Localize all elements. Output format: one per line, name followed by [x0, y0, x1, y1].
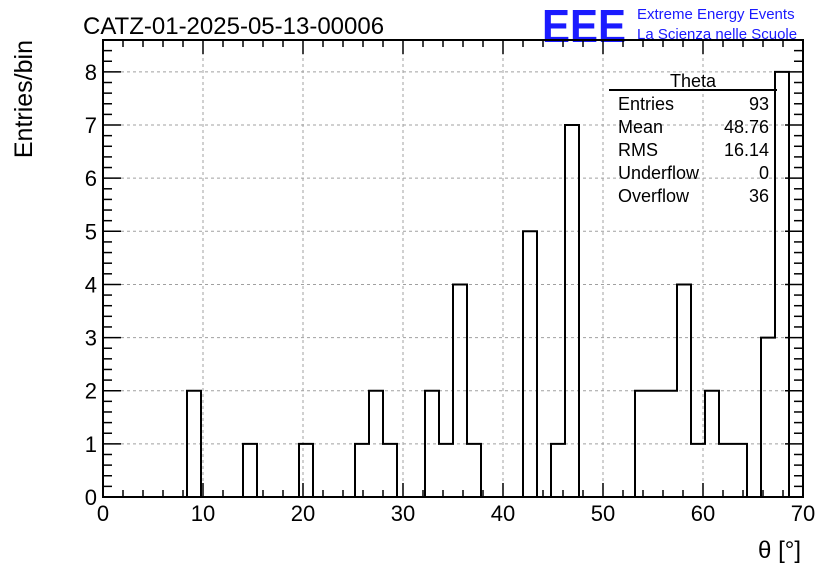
y-tick-label: 3: [85, 326, 97, 351]
brand-line-1: Extreme Energy Events: [637, 6, 795, 23]
stats-label: Overflow: [618, 186, 690, 206]
stats-label: Mean: [618, 117, 663, 137]
plot-frame: [102, 39, 804, 498]
stats-label: RMS: [618, 140, 658, 160]
x-tick-label: 0: [97, 501, 109, 526]
y-tick-label: 8: [85, 60, 97, 85]
stats-value: 16.14: [724, 140, 769, 160]
x-tick-label: 60: [691, 501, 715, 526]
y-tick-label: 4: [85, 272, 97, 297]
y-axis-label: Entries/bin: [10, 40, 38, 158]
tick-labels: 0 10 20 30 40 50 60 70 0 1 2 3 4 5 6 7 8: [85, 60, 815, 526]
y-tick-label: 6: [85, 166, 97, 191]
grid-lines: [103, 40, 803, 497]
y-tick-label: 5: [85, 219, 97, 244]
stats-label: Entries: [618, 94, 674, 114]
brand-line-2: La Scienza nelle Scuole: [637, 26, 797, 43]
stats-box: Theta Entries 93 Mean 48.76 RMS 16.14 Underflo…: [609, 71, 777, 206]
x-axis-label: θ [°]: [758, 537, 801, 564]
x-tick-label: 20: [291, 501, 315, 526]
x-tick-label: 30: [391, 501, 415, 526]
y-tick-label: 7: [85, 113, 97, 138]
eee-logo: EEE: [542, 0, 626, 52]
stats-value: 93: [749, 94, 769, 114]
stats-value: 36: [749, 186, 769, 206]
stats-value: 0: [759, 163, 769, 183]
y-tick-label: 0: [85, 485, 97, 510]
stats-value: 48.76: [724, 117, 769, 137]
x-tick-label: 70: [791, 501, 815, 526]
histogram-line: [103, 70, 803, 498]
stats-title: Theta: [670, 71, 717, 91]
stats-label: Underflow: [618, 163, 700, 183]
chart-title: CATZ-01-2025-05-13-00006: [83, 13, 384, 40]
y-tick-label: 2: [85, 379, 97, 404]
x-tick-label: 10: [191, 501, 215, 526]
x-tick-label: 40: [491, 501, 515, 526]
y-tick-label: 1: [85, 432, 97, 457]
x-tick-label: 50: [591, 501, 615, 526]
axes: [102, 39, 804, 498]
